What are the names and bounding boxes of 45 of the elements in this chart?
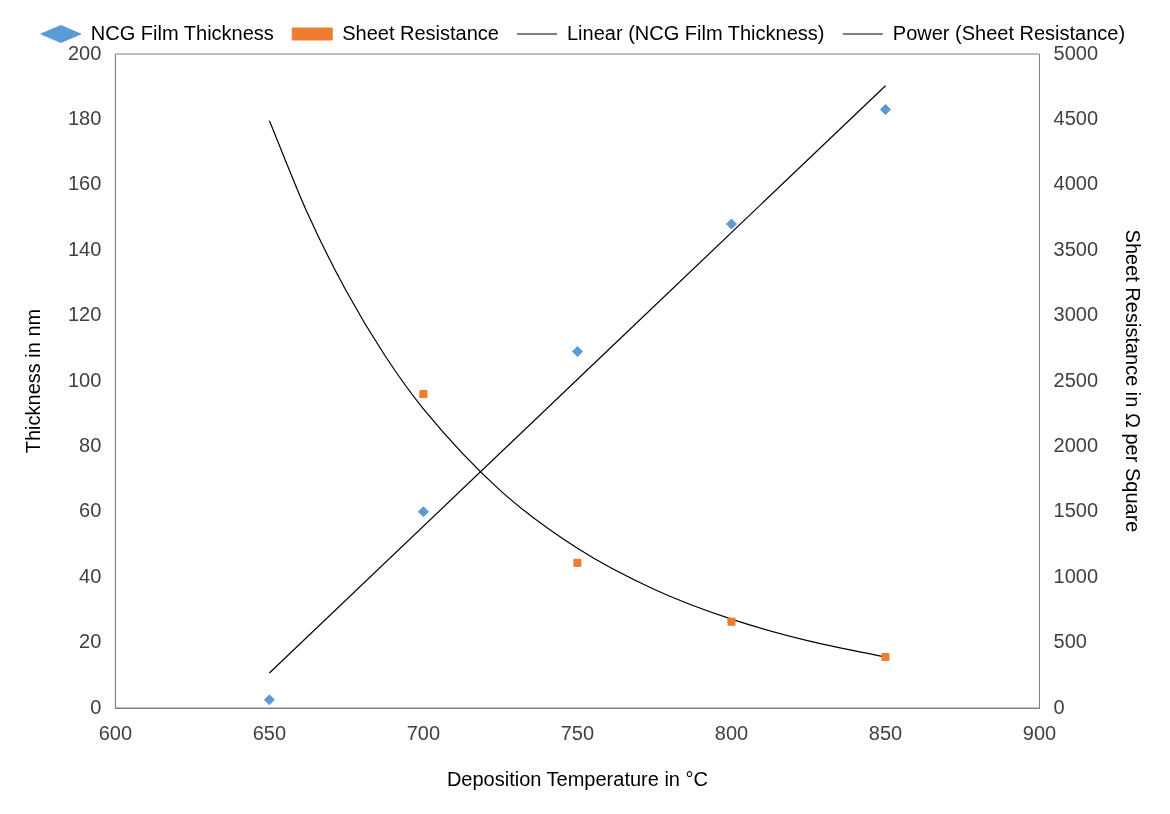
point xyxy=(573,558,582,567)
y-tick-label: 0 xyxy=(90,695,102,718)
x-tick-label: 600 xyxy=(98,721,133,744)
point xyxy=(727,617,736,626)
x-tick-label: 750 xyxy=(560,721,595,744)
y-tick-label: 140 xyxy=(67,237,102,260)
point xyxy=(571,346,583,358)
y-tick-label: 100 xyxy=(67,368,102,391)
y-tick-label: 40 xyxy=(79,564,102,587)
legend-label: Power (Sheet Resistance) xyxy=(892,21,1126,44)
point xyxy=(263,694,275,706)
y2-tick-label: 3000 xyxy=(1053,303,1099,326)
y2-axis-title: Sheet Resistance in Ω per Square xyxy=(1122,229,1145,533)
point xyxy=(725,218,737,230)
y2-tick-label: 4500 xyxy=(1053,106,1099,129)
y-tick-label: 180 xyxy=(67,106,102,129)
point xyxy=(881,652,890,662)
y-tick-label: 120 xyxy=(67,303,102,326)
y2-tick-label: 1000 xyxy=(1053,564,1099,587)
y-tick-label: 60 xyxy=(79,499,102,522)
point xyxy=(879,104,891,116)
y-tick-label: 160 xyxy=(67,172,102,195)
y2-tick-label: 2000 xyxy=(1053,433,1099,456)
x-tick-label: 700 xyxy=(406,721,441,744)
x-tick-label: 650 xyxy=(252,721,287,744)
legend-label: Sheet Resistance xyxy=(342,21,499,44)
y2-tick-label: 2500 xyxy=(1053,368,1099,391)
y2-tick-label: 4000 xyxy=(1053,172,1099,195)
point xyxy=(417,506,429,518)
y-tick-label: 80 xyxy=(79,433,102,456)
y2-tick-label: 0 xyxy=(1053,695,1065,718)
y2-tick-label: 3500 xyxy=(1053,237,1099,260)
x-tick-label: 800 xyxy=(714,721,749,744)
x-axis-title: Deposition Temperature in °C xyxy=(446,767,708,790)
y-tick-label: 20 xyxy=(79,630,102,653)
point xyxy=(419,390,428,399)
y-axis-title: Thickness in nm xyxy=(21,308,44,454)
x-tick-label: 900 xyxy=(1022,721,1057,744)
x-tick-label: 850 xyxy=(868,721,903,744)
y2-tick-label: 5000 xyxy=(1053,41,1099,64)
legend-label: Linear (NCG Film Thickness) xyxy=(566,21,825,44)
legend-label: NCG Film Thickness xyxy=(90,21,274,44)
y-tick-label: 200 xyxy=(67,41,102,64)
y2-tick-label: 1500 xyxy=(1053,499,1099,522)
y2-tick-label: 500 xyxy=(1053,630,1087,653)
